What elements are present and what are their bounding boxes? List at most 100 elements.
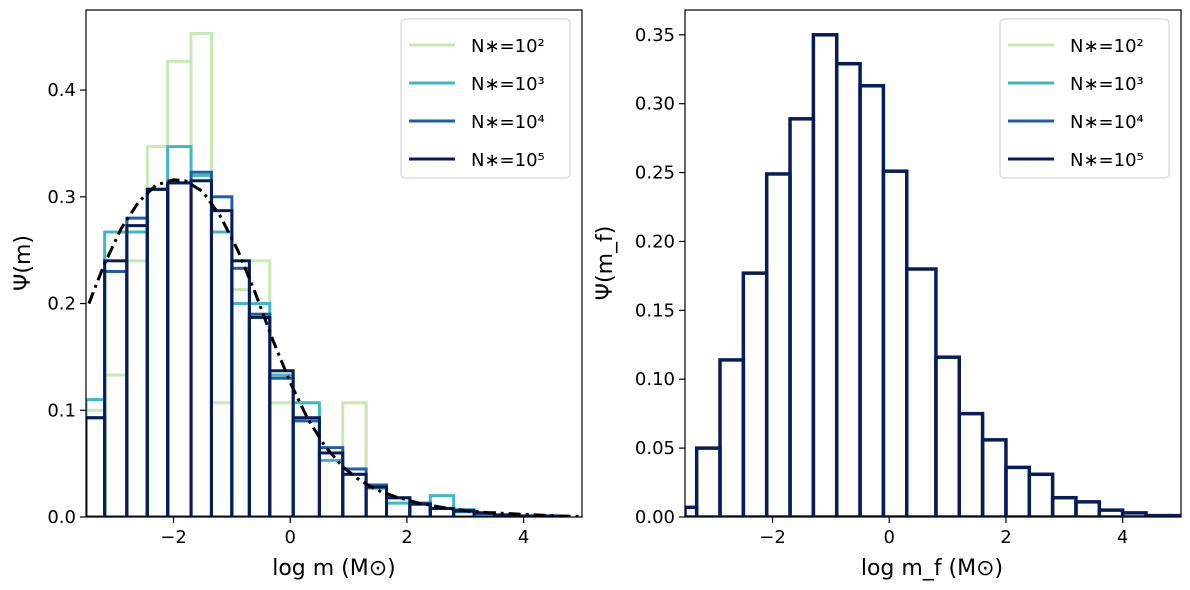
histogram-bin (385, 501, 412, 517)
legend-label: N∗=10⁴ (471, 112, 545, 133)
histogram-bin (103, 270, 129, 517)
histogram-bin (145, 145, 170, 517)
histogram-bin (166, 145, 193, 517)
histogram-bin (125, 230, 149, 517)
histogram-bin (209, 209, 234, 517)
x-tick-label: 0 (285, 527, 296, 548)
histogram-bin (718, 358, 746, 517)
histogram-bin (385, 496, 412, 517)
legend-label: N∗=10² (1070, 36, 1144, 57)
histogram-bin (904, 267, 938, 517)
histogram-bin (317, 458, 345, 517)
histogram-bin (341, 401, 368, 517)
histogram-bin (145, 187, 170, 517)
histogram-bin (364, 486, 389, 517)
histogram-bin (341, 467, 368, 517)
y-tick-label: 0.20 (635, 231, 675, 252)
left-x-axis-label: log m (M⊙) (272, 556, 396, 581)
histogram-bin (189, 170, 213, 517)
histogram-bin (209, 230, 234, 517)
right-y-axis-label: Ψ(m_f) (593, 226, 618, 301)
histogram-bin (741, 271, 769, 517)
x-tick-label: 2 (401, 527, 412, 548)
histogram-bin (341, 472, 368, 517)
y-tick-label: 0.05 (635, 438, 675, 459)
histogram-bin (189, 179, 213, 517)
histogram-bin (247, 315, 272, 517)
y-tick-label: 0.30 (635, 94, 675, 115)
x-tick-label: 2 (1000, 527, 1011, 548)
histogram-bin (858, 84, 886, 517)
histogram-bin (86, 408, 107, 517)
histogram-bin (881, 169, 909, 517)
fit-curve (87, 178, 582, 517)
y-tick-label: 0.4 (47, 80, 76, 101)
histogram-bin (189, 31, 213, 517)
y-tick-label: 0.0 (47, 507, 76, 528)
histogram-bin (934, 355, 962, 517)
histogram-bin (247, 302, 272, 517)
histogram-bin (86, 416, 107, 517)
histogram-bin (230, 288, 251, 517)
left-panel: −2 0 2 4 0.0 0.1 0.2 0.3 0.4 log m (M⊙) Ψ(m) N∗… (11, 9, 583, 581)
histogram-bin (694, 446, 722, 517)
histogram-bin (125, 216, 149, 517)
histogram-bin (209, 195, 234, 517)
histogram-bin (268, 376, 295, 517)
x-tick-label: 4 (518, 527, 529, 548)
y-tick-label: 0.3 (47, 187, 76, 208)
x-tick-label: −2 (759, 527, 786, 548)
histogram-bin (230, 302, 251, 517)
histogram-bin (764, 172, 792, 517)
legend-label: N∗=10⁵ (471, 150, 545, 171)
histogram-bin (247, 259, 272, 517)
legend-label: N∗=10² (471, 36, 545, 57)
histogram-bin (268, 369, 295, 517)
y-tick-label: 0.15 (635, 300, 675, 321)
histogram-bin (125, 259, 149, 517)
histogram-bin (364, 485, 389, 517)
legend-label: N∗=10³ (471, 74, 545, 95)
histogram-bin (189, 173, 213, 517)
histogram-bin (103, 259, 129, 517)
histogram-bin (247, 312, 272, 517)
right-x-axis-label: log m_f (M⊙) (861, 556, 1003, 581)
histogram-bin (957, 411, 985, 517)
legend-label: N∗=10⁴ (1070, 112, 1144, 133)
y-tick-label: 0.35 (635, 25, 675, 46)
y-tick-label: 0.1 (47, 400, 76, 421)
histogram-bin (103, 373, 129, 517)
x-tick-label: 4 (1117, 527, 1128, 548)
histogram-bin (317, 458, 345, 517)
right-panel: −2 0 2 4 0.00 0.05 0.10 0.15 0.20 0.25 0.30 0.35 l… (593, 9, 1182, 581)
histogram-bin (385, 496, 412, 517)
histogram-bin (291, 419, 321, 517)
y-tick-label: 0.25 (635, 163, 675, 184)
series-4-histogram (86, 179, 561, 517)
histogram-bin (1050, 495, 1078, 517)
right-legend: N∗=10² N∗=10³ N∗=10⁴ N∗=10⁵ (999, 18, 1170, 179)
histogram-bin (428, 506, 456, 517)
histogram-bin (145, 187, 170, 517)
left-plot-frame (85, 9, 583, 518)
x-tick-label: 0 (884, 527, 895, 548)
y-tick-label: 0.2 (47, 294, 76, 315)
left-y-axis-label: Ψ(m) (11, 235, 36, 291)
right-plot-frame (684, 9, 1182, 518)
histogram-bin (788, 117, 816, 517)
histogram-bin (1074, 500, 1102, 517)
histogram-bin (685, 505, 699, 517)
histogram-bin (230, 266, 251, 517)
histogram-bin (86, 416, 107, 517)
series-2-histogram (86, 145, 476, 517)
x-tick-label: −2 (160, 527, 187, 548)
legend-label: N∗=10³ (1070, 74, 1144, 95)
histogram-bin (209, 401, 234, 517)
histogram-bin (364, 483, 389, 517)
histogram-bin (834, 61, 862, 517)
histogram-bin (341, 472, 368, 517)
histogram-bin (230, 259, 251, 517)
histogram-bin (811, 33, 839, 517)
histogram-bin (1027, 472, 1055, 517)
histogram-bin (1120, 511, 1148, 517)
